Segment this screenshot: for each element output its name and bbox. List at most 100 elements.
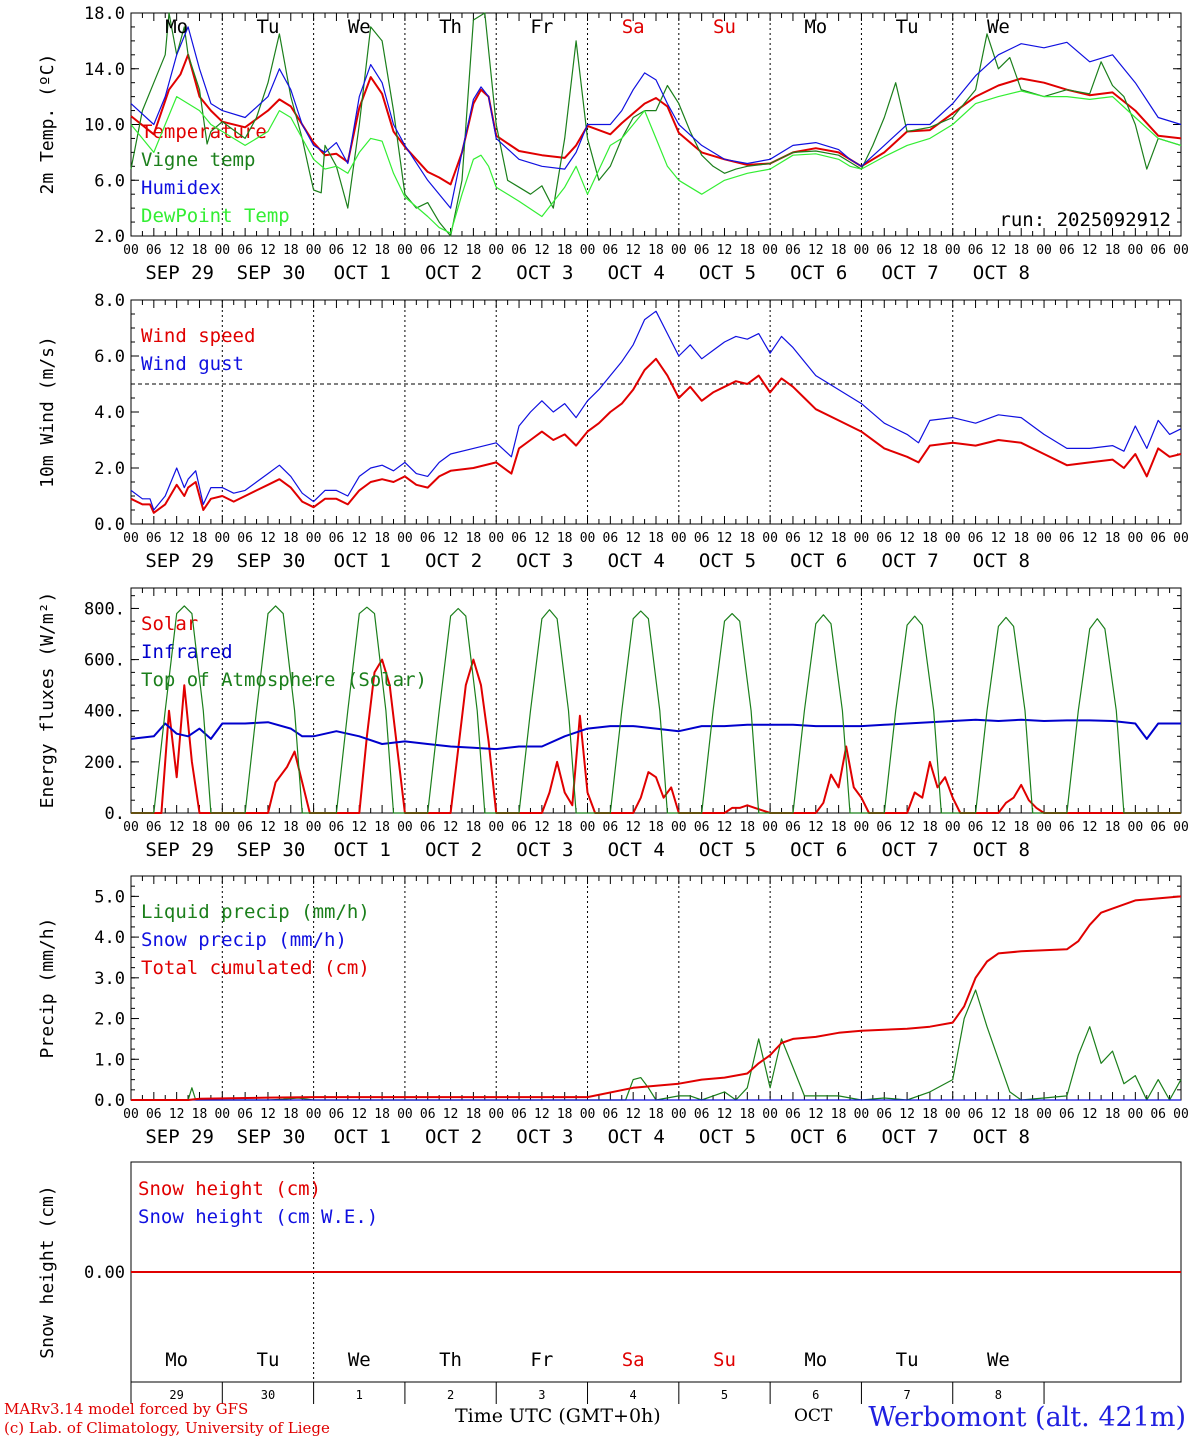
date-label: OCT 8: [973, 1126, 1030, 1148]
hour-tick-label: 06: [694, 531, 710, 546]
hour-tick-label: 06: [876, 243, 892, 258]
hour-tick-label: 06: [146, 820, 162, 835]
hour-tick-label: 18: [192, 531, 208, 546]
date-label: OCT 6: [790, 262, 847, 284]
legend-wind-gust: Wind gust: [141, 353, 244, 375]
date-label: OCT 1: [334, 839, 391, 861]
hour-tick-label: 06: [876, 1107, 892, 1122]
hour-tick-label: 00: [762, 1107, 778, 1122]
legend-snow-precip-mm-h-: Snow precip (mm/h): [141, 929, 347, 951]
hour-tick-label: 12: [534, 820, 550, 835]
hour-tick-label: 06: [785, 820, 801, 835]
lab-credit: (c) Lab. of Climatology, University of L…: [4, 1419, 330, 1437]
hour-tick-label: 12: [260, 243, 276, 258]
hour-tick-label: 12: [899, 1107, 915, 1122]
date-label: OCT 2: [425, 550, 482, 572]
hour-tick-label: 18: [466, 820, 482, 835]
hour-tick-label: 00: [1128, 1107, 1144, 1122]
station-name: Werbomont (alt. 421m): [868, 1402, 1186, 1433]
hour-tick-label: 12: [534, 1107, 550, 1122]
hour-tick-label: 00: [488, 243, 504, 258]
weekday-label: Fr: [530, 16, 553, 38]
series-wind-speed-line: [130, 357, 1182, 514]
y-tick-label: 4.0: [94, 403, 125, 423]
model-credit: MARv3.14 model forced by GFS: [4, 1400, 249, 1418]
hour-tick-label: 12: [1082, 1107, 1098, 1122]
day-number-label: 30: [261, 1388, 275, 1402]
hour-tick-label: 18: [192, 243, 208, 258]
hour-tick-label: 18: [739, 243, 755, 258]
hour-tick-label: 18: [557, 820, 573, 835]
hour-tick-label: 06: [1150, 531, 1166, 546]
hour-tick-label: 06: [420, 1107, 436, 1122]
weekday-label: Tu: [257, 1349, 280, 1371]
y-tick-label: 400.: [84, 702, 125, 722]
series-humidex-line: [130, 26, 1182, 209]
hour-tick-label: 12: [808, 243, 824, 258]
day-number-label: 2: [447, 1388, 454, 1402]
legend-snow-height-cm-: Snow height (cm): [138, 1178, 321, 1200]
series-vigne-temp-line: [130, 12, 1182, 237]
hour-tick-label: 12: [351, 243, 367, 258]
hour-tick-label: 06: [511, 1107, 527, 1122]
hour-tick-label: 00: [1128, 820, 1144, 835]
hour-tick-label: 06: [237, 531, 253, 546]
hour-tick-label: 06: [329, 1107, 345, 1122]
date-label: OCT 4: [608, 1126, 665, 1148]
date-label: OCT 2: [425, 839, 482, 861]
y-tick-label: 0.0: [94, 515, 125, 535]
date-label: OCT 5: [699, 550, 756, 572]
hour-tick-label: 06: [1059, 531, 1075, 546]
hour-tick-label: 18: [1013, 1107, 1029, 1122]
hour-tick-label: 12: [351, 531, 367, 546]
hour-tick-label: 00: [214, 243, 230, 258]
hour-tick-label: 00: [762, 531, 778, 546]
hour-tick-label: 00: [214, 531, 230, 546]
date-label: OCT 7: [881, 839, 938, 861]
hour-tick-label: 00: [671, 531, 687, 546]
hour-tick-label: 12: [443, 531, 459, 546]
hour-tick-label: 00: [762, 820, 778, 835]
hour-tick-label: 06: [876, 531, 892, 546]
day-number-label: 5: [721, 1388, 728, 1402]
weekday-label: Su: [713, 16, 736, 38]
weekday-label: Fr: [530, 1349, 553, 1371]
hour-tick-label: 00: [214, 820, 230, 835]
hour-tick-label: 06: [146, 531, 162, 546]
hour-tick-label: 00: [580, 1107, 596, 1122]
hour-tick-label: 00: [306, 820, 322, 835]
hour-tick-label: 06: [603, 243, 619, 258]
hour-tick-label: 06: [1150, 243, 1166, 258]
date-label: SEP 30: [237, 550, 306, 572]
hour-tick-label: 00: [854, 531, 870, 546]
hour-tick-label: 00: [1036, 820, 1052, 835]
hour-tick-label: 12: [808, 820, 824, 835]
date-label: OCT 4: [608, 839, 665, 861]
hour-tick-label: 06: [1150, 820, 1166, 835]
y-axis-label: Energy fluxes (W/m²): [37, 592, 58, 809]
hour-tick-label: 18: [831, 531, 847, 546]
hour-tick-label: 18: [557, 531, 573, 546]
series-liquid-precip-mm-h--line: [131, 989, 1182, 1101]
date-label: OCT 1: [334, 1126, 391, 1148]
hour-tick-label: 00: [1036, 531, 1052, 546]
weekday-label: We: [987, 1349, 1010, 1371]
hour-tick-label: 06: [420, 243, 436, 258]
date-label: SEP 29: [145, 550, 214, 572]
weekday-label: Sa: [622, 16, 645, 38]
hour-tick-label: 18: [922, 531, 938, 546]
date-label: SEP 30: [237, 839, 306, 861]
hour-tick-label: 00: [1128, 243, 1144, 258]
hour-tick-label: 18: [374, 1107, 390, 1122]
hour-tick-label: 18: [922, 820, 938, 835]
hour-tick-label: 12: [625, 243, 641, 258]
hour-tick-label: 12: [1082, 820, 1098, 835]
hour-tick-label: 18: [283, 243, 299, 258]
hour-tick-label: 06: [603, 1107, 619, 1122]
hour-tick-label: 18: [1105, 531, 1121, 546]
date-label: SEP 29: [145, 839, 214, 861]
hour-tick-label: 18: [739, 820, 755, 835]
weekday-label: We: [348, 1349, 371, 1371]
hour-tick-label: 18: [283, 531, 299, 546]
